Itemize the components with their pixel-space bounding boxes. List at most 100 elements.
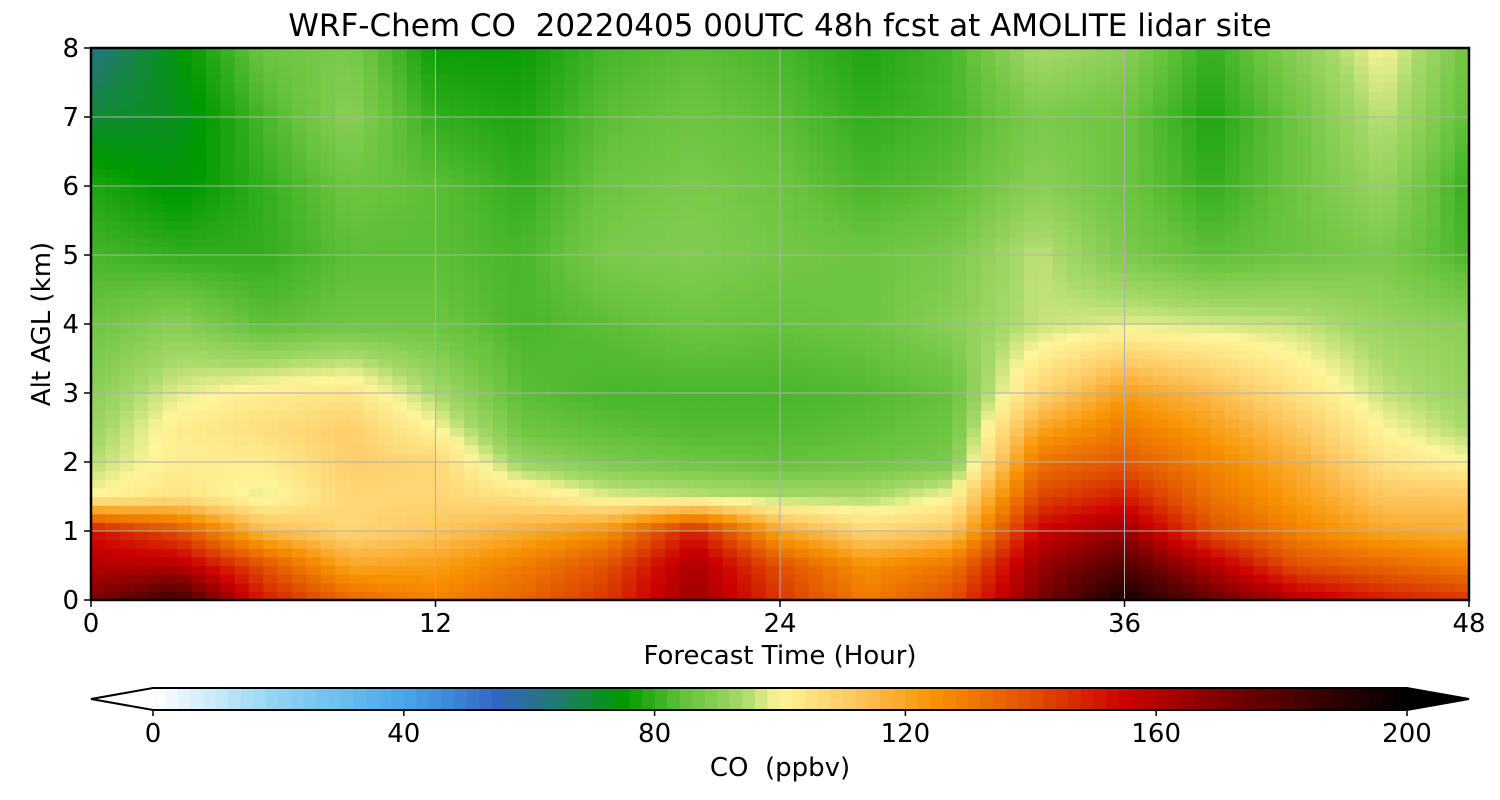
heatmap-cell: [607, 418, 623, 429]
heatmap-cell: [550, 177, 566, 187]
heatmap-cell: [952, 487, 968, 498]
heatmap-cell: [119, 505, 135, 515]
heatmap-cell: [191, 393, 207, 403]
heatmap-cell: [392, 298, 408, 308]
heatmap-cell: [579, 358, 594, 368]
heatmap-cell: [1196, 280, 1212, 291]
heatmap-cell: [765, 418, 781, 429]
heatmap-cell: [1311, 324, 1327, 334]
heatmap-cell: [894, 203, 910, 213]
heatmap-cell: [335, 384, 350, 394]
heatmap-cell: [909, 203, 925, 213]
heatmap-cell: [1067, 229, 1083, 239]
heatmap-cell: [335, 220, 350, 230]
heatmap-cell: [1325, 211, 1341, 222]
heatmap-cell: [478, 332, 494, 342]
heatmap-cell: [91, 401, 106, 411]
heatmap-cell: [449, 470, 465, 480]
heatmap-cell: [550, 186, 566, 196]
heatmap-cell: [277, 280, 293, 291]
heatmap-cell: [1196, 211, 1212, 222]
heatmap-cell: [579, 522, 594, 532]
heatmap-cell: [1110, 375, 1126, 385]
heatmap-cell: [966, 211, 982, 222]
heatmap-cell: [1425, 298, 1441, 308]
heatmap-cell: [909, 548, 925, 558]
heatmap-cell: [722, 255, 738, 265]
heatmap-cell: [1110, 263, 1126, 273]
heatmap-cell: [765, 565, 781, 575]
heatmap-cell: [1268, 349, 1283, 360]
heatmap-cell: [349, 220, 365, 230]
heatmap-cell: [248, 427, 264, 437]
heatmap-cell: [1440, 470, 1456, 480]
heatmap-cell: [593, 306, 609, 316]
heatmap-cell: [1153, 539, 1169, 549]
heatmap-cell: [406, 194, 422, 204]
heatmap-cell: [923, 582, 939, 592]
heatmap-cell: [1110, 367, 1126, 377]
heatmap-cell: [1411, 160, 1427, 170]
heatmap-cell: [579, 255, 594, 265]
heatmap-cell: [579, 479, 594, 489]
heatmap-cell: [1181, 306, 1197, 316]
heatmap-cell: [277, 565, 293, 575]
heatmap-cell: [535, 574, 551, 584]
heatmap-cell: [1253, 211, 1269, 222]
heatmap-cell: [1081, 186, 1097, 196]
heatmap-cell: [1325, 186, 1341, 196]
heatmap-cell: [406, 186, 422, 196]
heatmap-cell: [1440, 401, 1456, 411]
heatmap-cell: [1239, 436, 1255, 446]
heatmap-cell: [995, 418, 1011, 429]
heatmap-cell: [1354, 237, 1370, 247]
heatmap-cell: [349, 194, 365, 204]
heatmap-cell: [507, 168, 523, 178]
heatmap-cell: [765, 186, 781, 196]
heatmap-cell: [320, 436, 336, 446]
heatmap-cell: [722, 160, 738, 170]
heatmap-cell: [1024, 324, 1039, 334]
heatmap-cell: [248, 289, 264, 299]
heatmap-cell: [880, 393, 896, 403]
heatmap-cell: [923, 531, 939, 541]
heatmap-cell: [550, 582, 566, 592]
heatmap-cell: [564, 453, 580, 463]
heatmap-cell: [205, 289, 221, 299]
heatmap-cell: [134, 332, 150, 342]
heatmap-cell: [966, 332, 982, 342]
heatmap-cell: [966, 186, 982, 196]
heatmap-cell: [952, 246, 968, 256]
heatmap-cell: [1368, 582, 1384, 592]
heatmap-cell: [277, 375, 293, 385]
heatmap-cell: [808, 168, 824, 178]
heatmap-cell: [1153, 591, 1169, 600]
heatmap-cell: [952, 177, 968, 187]
heatmap-cell: [435, 556, 451, 567]
heatmap-cell: [980, 401, 996, 411]
heatmap-cell: [579, 393, 594, 403]
heatmap-cell: [91, 513, 106, 523]
heatmap-cell: [162, 410, 178, 420]
heatmap-cell: [708, 479, 724, 489]
heatmap-cell: [1167, 246, 1183, 256]
heatmap-cell: [1311, 349, 1327, 360]
heatmap-cell: [535, 237, 551, 247]
heatmap-cell: [363, 393, 379, 403]
heatmap-cell: [894, 384, 910, 394]
heatmap-cell: [363, 272, 379, 282]
heatmap-cell: [880, 263, 896, 273]
heatmap-cell: [851, 556, 867, 567]
heatmap-cell: [579, 246, 594, 256]
heatmap-cell: [406, 168, 422, 178]
heatmap-cell: [191, 168, 207, 178]
heatmap-cell: [851, 582, 867, 592]
heatmap-cell: [449, 427, 465, 437]
heatmap-cell: [622, 306, 638, 316]
heatmap-cell: [1253, 479, 1269, 489]
heatmap-cell: [622, 453, 638, 463]
heatmap-cell: [550, 280, 566, 291]
heatmap-cell: [91, 462, 106, 472]
heatmap-cell: [1138, 168, 1154, 178]
heatmap-cell: [1339, 556, 1355, 567]
